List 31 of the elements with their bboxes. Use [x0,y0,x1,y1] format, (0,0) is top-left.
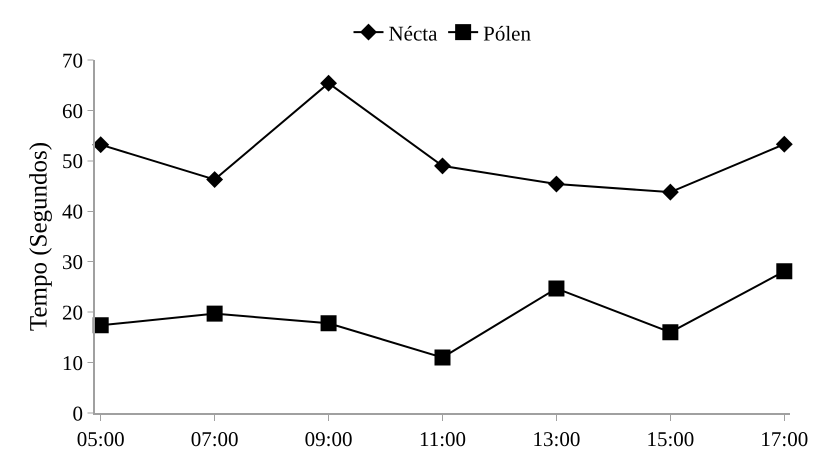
y-tick-label: 0 [72,401,84,426]
point [662,184,679,201]
x-tick-label: 13:00 [532,426,580,451]
point [320,74,338,92]
point [434,350,450,366]
y-tick-label: 30 [62,250,84,274]
point [548,176,565,192]
point [434,157,451,174]
point [320,315,337,332]
point [206,306,223,322]
y-tick-label: 10 [62,350,84,375]
y-tick-label: 40 [62,200,84,224]
point [776,263,792,280]
point [776,136,793,153]
x-tick-label: 11:00 [418,426,466,451]
point [92,136,110,154]
y-tick-label: 20 [62,300,84,324]
y-tick-label: 50 [62,149,84,174]
y-axis-title: Tempo (Segundos) [25,142,52,332]
legend-label: Pólen [483,21,532,46]
x-tick-label: 05:00 [76,426,125,451]
x-tick-label: 15:00 [646,426,694,451]
legend-label: Nécta [388,21,438,46]
x-tick-label: 07:00 [190,426,239,451]
y-tick-label: 60 [62,98,84,123]
y-tick-label: 70 [62,48,84,72]
point [662,324,678,340]
point [548,280,564,296]
point [206,171,224,188]
x-tick-label: 17:00 [760,426,808,451]
x-tick-label: 09:00 [304,426,352,451]
